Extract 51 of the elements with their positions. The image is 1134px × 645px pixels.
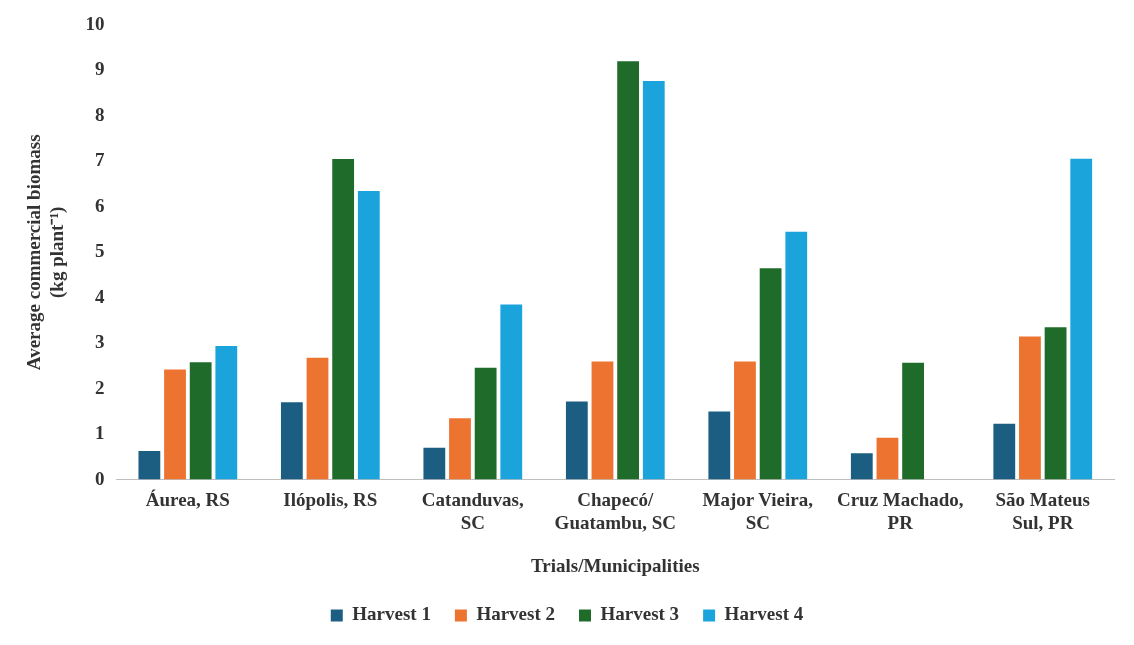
y-tick-label: 1 xyxy=(95,422,105,444)
bar xyxy=(902,362,924,480)
y-tick-label: 9 xyxy=(95,58,105,80)
bar xyxy=(164,369,186,480)
bar xyxy=(280,402,303,480)
x-tick-label: São Mateus Sul, PR xyxy=(995,488,1090,533)
bar xyxy=(565,401,588,480)
x-tick-label: Major Vieira, SC xyxy=(702,488,814,533)
bar xyxy=(1019,336,1041,480)
bar xyxy=(734,361,756,480)
bar xyxy=(449,418,471,480)
x-tick-label: Chapecó/Guatambu, SC xyxy=(554,488,677,533)
bar xyxy=(617,61,640,480)
x-tick-label: Cruz Machado, PR xyxy=(836,488,964,533)
y-tick-label: 4 xyxy=(95,285,106,307)
legend-label: Harvest 4 xyxy=(724,603,804,625)
bar xyxy=(1070,158,1093,480)
bar xyxy=(759,268,782,480)
bar xyxy=(876,437,899,480)
y-tick-label: 6 xyxy=(95,194,105,216)
bar xyxy=(785,231,808,480)
x-axis-title: Trials/Municipalities xyxy=(531,554,700,576)
y-tick-label: 5 xyxy=(95,240,105,262)
bar xyxy=(993,423,1016,480)
bar xyxy=(708,411,731,480)
y-tick-label: 10 xyxy=(85,12,105,34)
bar xyxy=(357,190,380,480)
legend-label: Harvest 1 xyxy=(352,603,431,625)
bar xyxy=(591,361,614,480)
bar xyxy=(332,159,355,480)
y-tick-label: 7 xyxy=(95,149,106,171)
y-tick-label: 8 xyxy=(95,103,105,125)
legend-label: Harvest 2 xyxy=(476,603,556,625)
bar xyxy=(474,367,497,480)
y-tick-label: 2 xyxy=(95,376,105,398)
legend-label: Harvest 3 xyxy=(600,603,680,625)
y-tick-label: 0 xyxy=(95,467,105,489)
x-tick-label: Áurea, RS xyxy=(145,488,230,510)
bar xyxy=(850,453,873,480)
bar xyxy=(642,80,665,480)
bar xyxy=(215,345,238,480)
x-tick-label: Catanduvas, SC xyxy=(421,488,524,533)
y-axis-title: Average commercial biomass (kg plant⁻¹) xyxy=(23,134,69,371)
x-tick-label: Ilópolis, RS xyxy=(283,488,378,510)
bar xyxy=(1044,327,1067,480)
bar xyxy=(189,362,212,480)
y-tick-label: 3 xyxy=(95,331,105,353)
bar xyxy=(500,304,523,480)
bar xyxy=(423,447,446,480)
bar xyxy=(138,450,161,480)
bar xyxy=(306,357,329,480)
